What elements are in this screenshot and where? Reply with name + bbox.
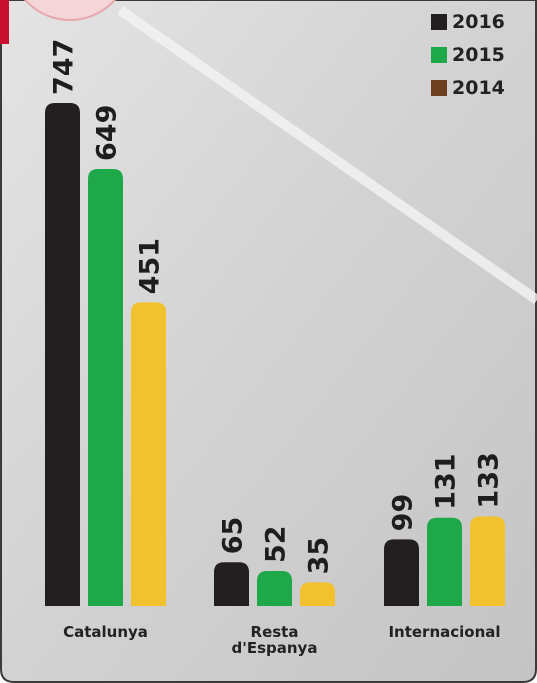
value-label: 65 xyxy=(218,517,249,555)
value-label: 451 xyxy=(135,238,166,294)
category-label: Internacional xyxy=(370,624,520,640)
value-label: 133 xyxy=(474,452,505,508)
value-label: 747 xyxy=(49,39,80,95)
bar xyxy=(88,169,123,606)
bar xyxy=(427,518,462,606)
legend-swatch xyxy=(431,47,447,63)
legend-swatch xyxy=(431,14,447,30)
value-label: 99 xyxy=(388,494,419,532)
category-label: Catalunya xyxy=(31,624,181,640)
bar xyxy=(470,516,505,606)
infographic: 747 649 451 65 52 35 99 131 133 Catalunya Resta d… xyxy=(0,0,537,683)
bar xyxy=(384,539,419,606)
decoration xyxy=(0,0,9,44)
value-label: 52 xyxy=(261,525,292,563)
legend-label: 2015 xyxy=(452,45,505,65)
value-label: 131 xyxy=(431,453,462,509)
bar xyxy=(131,302,166,606)
bar xyxy=(45,103,80,606)
legend-label: 2014 xyxy=(452,78,505,98)
value-label: 35 xyxy=(304,537,335,575)
bar xyxy=(257,571,292,606)
value-label: 649 xyxy=(92,105,123,161)
legend-label: 2016 xyxy=(452,12,505,32)
category-label: Resta d'Espanya xyxy=(200,624,350,656)
bar xyxy=(214,562,249,606)
legend-swatch xyxy=(431,80,447,96)
chart: 747 649 451 65 52 35 99 131 133 xyxy=(0,0,537,683)
bar xyxy=(300,582,335,606)
